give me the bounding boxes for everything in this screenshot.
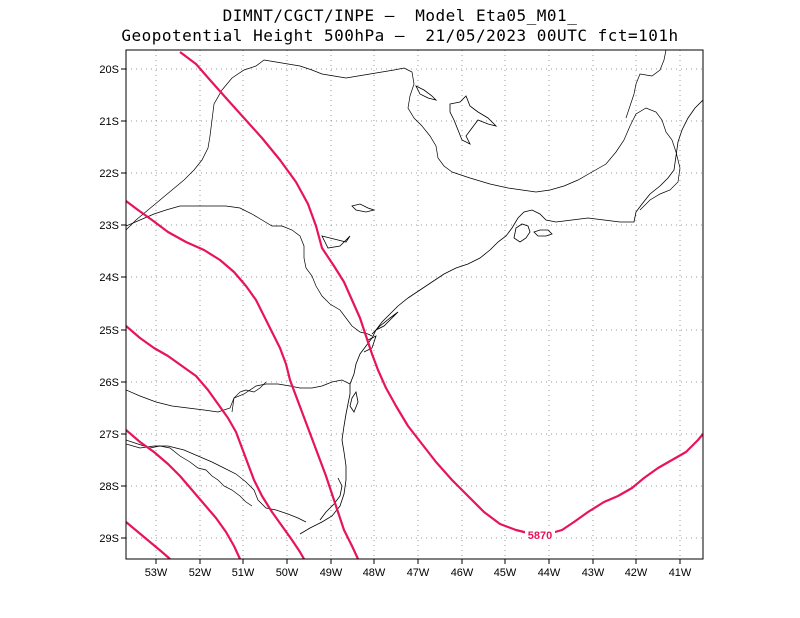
- state-border-sp-mg: [451, 107, 681, 211]
- axis-ticks: [121, 68, 681, 564]
- lon-label-48w: 48W: [363, 567, 386, 579]
- contour-line-5: [126, 521, 171, 559]
- lon-label-53w: 53W: [145, 567, 168, 579]
- lon-label-42w: 42W: [625, 567, 648, 579]
- state-border-pr-sc: [126, 379, 351, 413]
- lon-label-49w: 49W: [320, 567, 343, 579]
- lon-label-52w: 52W: [189, 567, 212, 579]
- lat-label-27s: 27S: [99, 429, 119, 441]
- sao-paulo-dam: [351, 203, 376, 213]
- lat-label-21s: 21S: [99, 116, 119, 128]
- lon-label-44w: 44W: [538, 567, 561, 579]
- lat-lon-grid: [126, 50, 703, 559]
- lon-label-46w: 46W: [451, 567, 474, 579]
- lon-label-51w: 51W: [232, 567, 255, 579]
- tres-marias-lake: [415, 85, 438, 101]
- lat-label-26s: 26S: [99, 377, 119, 389]
- paranagua-bay: [363, 311, 399, 353]
- state-border-sc-rs: [126, 443, 307, 523]
- map-title-line-1: DIMNT/CGCT/INPE – Model Eta05_M01_: [222, 6, 578, 25]
- contour-line-5870: [179, 51, 703, 536]
- contour-line-2: [126, 200, 359, 559]
- country-border-west: [126, 439, 253, 507]
- lon-label-41w: 41W: [669, 567, 692, 579]
- lon-label-47w: 47W: [407, 567, 430, 579]
- height-contours: [126, 51, 703, 559]
- guanabara-bay: [513, 223, 531, 243]
- border-argentina: [231, 381, 267, 413]
- lat-label-25s: 25S: [99, 325, 119, 337]
- state-border-ms-sp: [126, 59, 453, 231]
- billings-reservoir: [321, 235, 351, 249]
- lat-label-20s: 20S: [99, 64, 119, 76]
- map-title-line-2: Geopotential Height 500hPa – 21/05/2023 …: [121, 26, 679, 45]
- state-border-mg-north: [625, 50, 667, 119]
- contour-line-3: [126, 325, 305, 559]
- lat-label-28s: 28S: [99, 481, 119, 493]
- lat-labels: 20S 21S 22S 23S 24S 25S 26S 27S 28S 29S: [99, 64, 119, 545]
- map-frame: [125, 49, 704, 560]
- coastline: [299, 99, 703, 535]
- lat-label-22s: 22S: [99, 168, 119, 180]
- furnas-reservoir: [449, 95, 498, 145]
- ilha-grande: [533, 229, 553, 237]
- lon-label-45w: 45W: [494, 567, 517, 579]
- lon-label-50w: 50W: [276, 567, 299, 579]
- santa-catarina-island: [349, 390, 359, 413]
- lat-label-24s: 24S: [99, 272, 119, 284]
- contour-label-background: [525, 529, 555, 541]
- lagoa-dos-patos: [319, 477, 343, 521]
- lon-label-43w: 43W: [582, 567, 605, 579]
- lat-label-23s: 23S: [99, 220, 119, 232]
- lat-label-29s: 29S: [99, 533, 119, 545]
- lon-labels: 53W 52W 51W 50W 49W 48W 47W 46W 45W 44W …: [145, 567, 692, 579]
- contour-line-4: [126, 429, 241, 559]
- contour-label: 5870: [528, 530, 552, 542]
- state-border-pr-sp: [126, 205, 373, 337]
